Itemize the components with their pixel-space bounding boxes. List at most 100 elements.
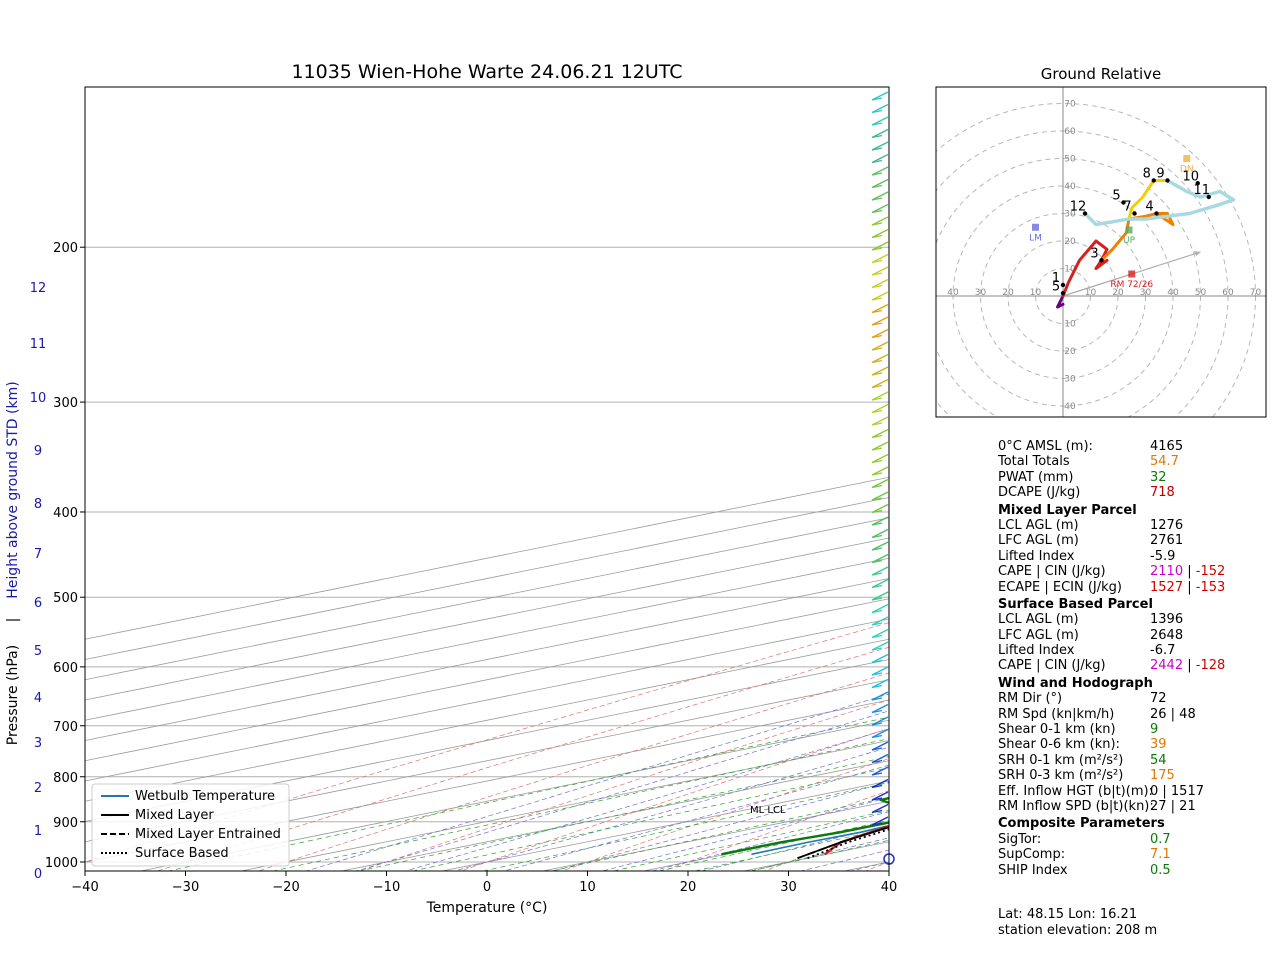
param-label: PWAT (mm): [998, 469, 1074, 485]
legend-label-wetbulb: Wetbulb Temperature: [135, 789, 275, 804]
skewt-axes: −40 −30 −20 −10 0 10 20 30 402003004005006007008…: [30, 241, 898, 895]
wind-barb-flag: [871, 547, 883, 551]
wind-barb-flag: [871, 522, 883, 526]
wind-barb: [871, 603, 889, 614]
wind-barb-flag: [871, 209, 883, 214]
wind-barb-flag: [871, 459, 883, 464]
height-dot: [1132, 211, 1137, 216]
wind-barb: [871, 378, 889, 389]
wind-barbs: [871, 91, 895, 865]
pressure-tick-label: 800: [53, 771, 78, 786]
height-tick-label: 11: [30, 337, 47, 352]
hodograph-y-label: 70: [1064, 100, 1076, 110]
wind-barb: [871, 703, 889, 714]
hodograph-marker-label: LM: [1029, 233, 1042, 243]
pressure-tick-label: 500: [53, 591, 78, 606]
wind-heading: Wind and Hodograph: [998, 675, 1153, 691]
composite-heading: Composite Parameters: [998, 816, 1165, 832]
wind-barb-flag: [871, 384, 883, 389]
wind-barb-flag: [871, 809, 883, 814]
wind-barb: [871, 753, 889, 764]
composite-value: 0.5: [1150, 862, 1171, 878]
height-dot: [1195, 181, 1200, 186]
sb-cape-sep: |: [1187, 658, 1192, 674]
mixed-layer-heading: Mixed Layer Parcel: [998, 502, 1137, 518]
legend-label-mixed-layer: Mixed Layer: [135, 808, 214, 823]
height-tick-label: 10: [30, 391, 47, 406]
wind-barb: [871, 728, 889, 739]
wind-barb: [871, 128, 889, 139]
pressure-tick-label: 200: [53, 241, 78, 256]
wind-label: Eff. Inflow HGT (b|t)(m):: [998, 783, 1153, 799]
hodograph-title: Ground Relative: [1041, 65, 1161, 83]
wind-barb: [871, 328, 889, 339]
wind-barb: [871, 503, 889, 514]
wind-label: Shear 0-1 km (kn): [998, 722, 1116, 738]
wind-barb: [871, 391, 889, 401]
composite-label: SHIP Index: [998, 862, 1068, 878]
height-label: 12: [1070, 200, 1087, 215]
wind-barb: [871, 153, 889, 164]
param-value: 54.7: [1150, 454, 1179, 470]
wind-value: 27 | 21: [1150, 798, 1196, 814]
wind-barb-flag: [871, 397, 883, 401]
wind-barb: [871, 628, 889, 639]
wind-label: RM Inflow SPD (b|t)(kn):: [998, 798, 1154, 814]
ml-cape-value: 2110: [1150, 564, 1184, 580]
x-tick-label: 30: [780, 880, 797, 895]
wind-barb: [871, 653, 889, 664]
hodograph-y-label: 10: [1064, 265, 1076, 275]
wind-value: 175: [1150, 768, 1175, 784]
height-label: 8: [1143, 167, 1151, 182]
hodograph-x-label: 70: [1250, 288, 1262, 298]
wind-barb-flag: [871, 747, 883, 751]
height-tick-label: 8: [34, 497, 42, 512]
skewt-plot-frame: [84, 86, 890, 872]
pressure-tick-label: 900: [53, 816, 78, 831]
wind-barb: [871, 403, 889, 414]
param-value: 718: [1150, 485, 1175, 501]
wind-barb: [871, 91, 889, 101]
wind-barb: [871, 316, 889, 326]
isotherm-line: [85, 699, 889, 863]
wind-barb: [871, 466, 889, 476]
wind-barb-flag: [871, 434, 883, 439]
wind-barb-flag: [871, 284, 883, 289]
wind-barb-flag: [871, 422, 883, 426]
wind-barb: [871, 428, 889, 439]
wind-barb-flag: [871, 684, 883, 689]
sb-lcl-value: 1396: [1150, 612, 1184, 628]
isotherm-line: [85, 598, 889, 762]
sb-li-label: Lifted Index: [998, 643, 1075, 659]
legend: Wetbulb Temperature Mixed Layer Mixed La…: [91, 783, 290, 867]
hodograph-x-label: 40: [1167, 288, 1179, 298]
x-tick-label: 20: [680, 880, 697, 895]
wind-barb: [871, 528, 889, 539]
ml-ecin-value: -153: [1195, 579, 1226, 595]
height-label: 3: [1090, 246, 1098, 261]
height-tick-label: 3: [34, 736, 42, 751]
wind-barb-flag: [871, 559, 883, 564]
isotherm-line: [85, 659, 889, 822]
wind-barb: [871, 116, 889, 126]
wind-barb: [871, 353, 889, 364]
wind-barb: [871, 641, 889, 651]
wind-barb-flag: [871, 634, 883, 639]
wind-barb: [871, 441, 889, 451]
ml-cin-value: -152: [1195, 564, 1226, 580]
composite-value: 0.7: [1150, 831, 1171, 847]
wind-barb: [871, 366, 889, 376]
x-tick-label: 10: [579, 880, 596, 895]
wind-barb: [871, 766, 889, 776]
wind-barb: [871, 278, 889, 289]
surface-based-heading: Surface Based Parcel: [998, 596, 1153, 612]
sb-cape-label: CAPE | CIN (J/kg): [998, 658, 1106, 674]
wind-barb-flag: [871, 509, 883, 514]
height-label: 11: [1193, 183, 1210, 198]
hodograph-x-label: 30: [1140, 288, 1152, 298]
wind-label: SRH 0-3 km (m²/s²): [998, 768, 1124, 784]
wind-barb-flag: [871, 159, 883, 164]
wind-barb-flag: [871, 572, 883, 576]
hodograph-y-label: 40: [1064, 182, 1076, 192]
hodograph-frame: [935, 86, 1267, 418]
